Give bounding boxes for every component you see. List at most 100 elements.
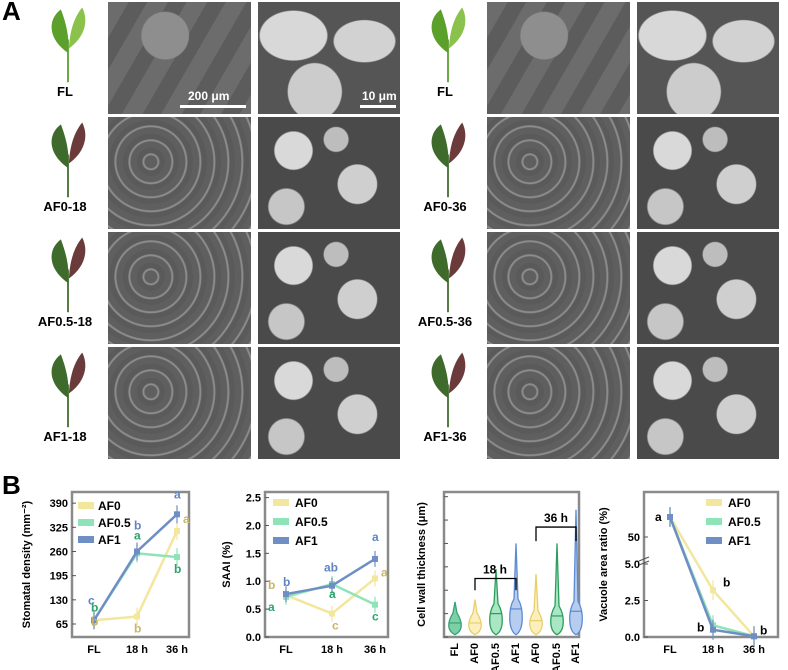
sample-label: AF0.5-18 <box>37 314 93 329</box>
tick-label: 18 h <box>126 644 148 656</box>
leaf-photo <box>38 119 98 204</box>
leaf-photo <box>38 349 98 434</box>
data-point <box>710 622 716 629</box>
significance-letter: b <box>760 623 767 637</box>
sample-label: AF0-36 <box>423 199 467 214</box>
series-line <box>92 513 178 621</box>
tick-label: 0.0 <box>625 632 640 644</box>
sem-micrograph <box>487 347 630 459</box>
data-point <box>667 514 673 520</box>
y-axis-label: Cell wall thickness (μm) <box>416 502 428 627</box>
category-label: FL <box>449 643 461 657</box>
tick-label: 50 <box>628 532 640 544</box>
tick-label: 5.0 <box>625 559 640 571</box>
tick-label: 18 h <box>321 644 343 656</box>
data-point <box>91 617 97 624</box>
sample-label: FL <box>437 84 453 99</box>
significance-letter: a <box>655 510 662 524</box>
tick-label: 65 <box>56 619 68 631</box>
data-point <box>174 554 180 561</box>
tick-label: 195 <box>50 571 68 583</box>
leaf-photo <box>38 4 98 89</box>
data-point <box>710 587 716 594</box>
violin <box>448 601 462 636</box>
data-point <box>134 613 140 620</box>
significance-letter: a <box>183 512 190 526</box>
legend-label: AF1 <box>295 534 318 548</box>
significance-letter: a <box>372 530 379 544</box>
violin <box>550 543 564 636</box>
scale-bar <box>360 105 396 108</box>
sem-micrograph <box>487 117 630 229</box>
sem-micrograph <box>487 232 630 344</box>
significance-letter: a <box>134 528 141 542</box>
data-point <box>751 633 757 640</box>
significance-letter: a <box>329 587 336 601</box>
chart-frame <box>642 490 780 639</box>
tick-label: 260 <box>50 546 68 558</box>
panel-a-label: A <box>2 0 21 26</box>
tick-label: 2.5 <box>625 596 640 608</box>
chart-frame <box>263 490 390 639</box>
significance-letter: c <box>332 619 339 633</box>
series-line <box>93 530 179 622</box>
legend-swatch <box>706 518 722 525</box>
data-point <box>667 514 673 520</box>
leaf-photo <box>418 349 478 434</box>
significance-letter: b <box>723 575 730 589</box>
legend-swatch <box>273 518 289 525</box>
data-point <box>329 610 335 617</box>
legend-label: AF0 <box>295 496 318 510</box>
sem-micrograph <box>108 347 251 459</box>
data-point <box>372 601 378 608</box>
data-point <box>283 592 289 599</box>
tem-micrograph <box>258 2 400 114</box>
data-point <box>174 528 180 535</box>
data-point <box>91 617 97 624</box>
tick-label: 18 h <box>702 644 724 656</box>
tick-label: 2.0 <box>246 520 261 532</box>
significance-letter: a <box>381 565 388 579</box>
significance-letter: b <box>91 614 98 628</box>
series-line <box>668 516 755 638</box>
significance-letter: a <box>174 487 181 501</box>
chart-frame <box>442 490 581 639</box>
significance-letter: b <box>134 518 141 532</box>
tick-label: 36 h <box>743 644 765 656</box>
tick-label: FL <box>87 644 101 656</box>
tem-micrograph <box>637 232 779 344</box>
tick-label: 2.5 <box>246 493 261 505</box>
tick-label: 130 <box>50 595 68 607</box>
legend-label: AF0.5 <box>295 515 328 529</box>
leaf-photo <box>418 234 478 319</box>
tem-micrograph <box>258 232 400 344</box>
significance-letter: b <box>134 622 141 636</box>
legend-swatch <box>78 519 94 526</box>
series-line <box>285 582 376 606</box>
sem-micrograph <box>108 2 251 114</box>
tem-micrograph <box>637 347 779 459</box>
data-point <box>372 555 378 562</box>
scale-bar <box>180 105 246 108</box>
significance-letter: ab <box>324 561 338 575</box>
data-point <box>329 581 335 588</box>
data-point <box>710 626 716 633</box>
data-point <box>372 575 378 582</box>
tick-label: 325 <box>50 522 68 534</box>
scale-label: 10 μm <box>362 89 397 103</box>
sem-micrograph <box>108 117 251 229</box>
violin <box>489 569 503 636</box>
category-label: AF0.5 <box>490 643 502 670</box>
legend-label: AF1 <box>728 534 751 548</box>
leaf-photo <box>418 4 478 89</box>
legend-label: AF1 <box>98 533 121 547</box>
series-line <box>668 516 755 638</box>
legend-label: AF0 <box>98 499 121 513</box>
legend-label: AF0.5 <box>98 516 131 530</box>
significance-letter: b <box>268 578 275 592</box>
legend-swatch <box>273 499 289 506</box>
tick-label: 1.0 <box>246 576 261 588</box>
series-line <box>668 516 755 638</box>
legend-swatch <box>78 502 94 509</box>
data-point <box>134 548 140 555</box>
